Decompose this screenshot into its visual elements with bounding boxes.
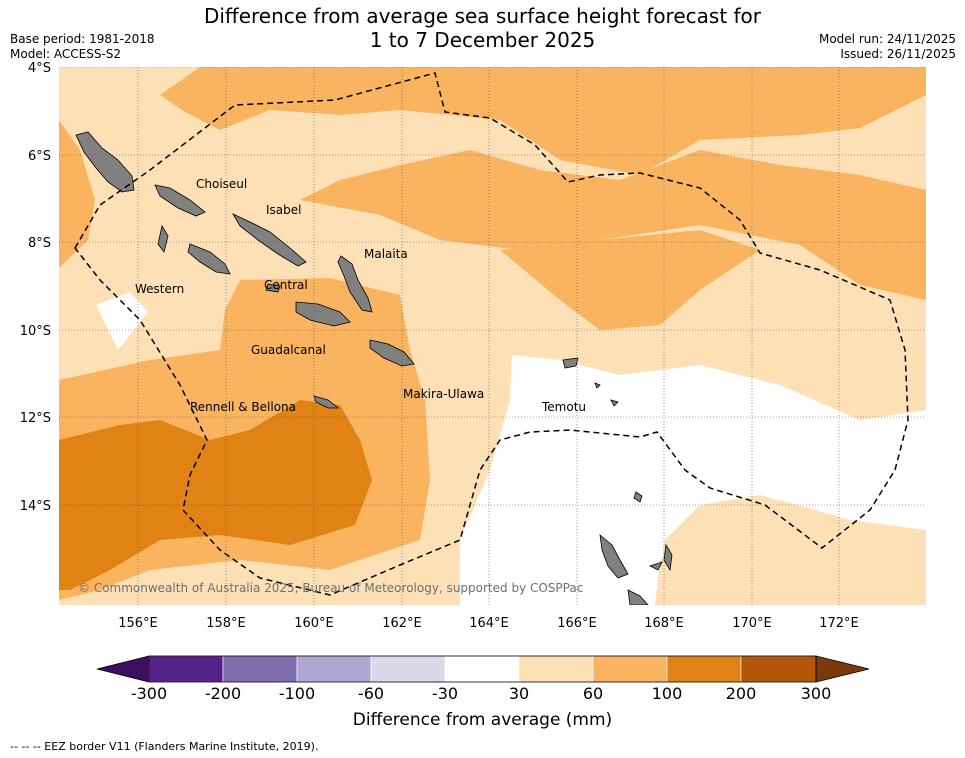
- colorbar-tick-3: -100: [279, 684, 315, 700]
- map-title: Difference from average sea surface heig…: [0, 4, 965, 52]
- island-reef: [610, 399, 619, 407]
- gridlines: [59, 67, 926, 605]
- island-vanuatu-central: [627, 589, 649, 605]
- region-choiseul: Choiseul: [196, 177, 247, 191]
- region-makira-ulawa: Makira-Ulawa: [403, 387, 484, 401]
- colorbar-segment-6: [518, 655, 594, 683]
- colorbar-tick-7: 60: [583, 684, 603, 700]
- lon-label-164e: 164°E: [469, 616, 509, 631]
- map-figure: Choiseul Isabel Malaita Western Central …: [20, 61, 926, 700]
- sla-band-30-60-southeast: [655, 495, 835, 605]
- sla-band-near-zero-east: [460, 355, 926, 605]
- island-malaita: [337, 255, 373, 313]
- colorbar-outline: [148, 655, 817, 683]
- island-new-georgia: [187, 243, 231, 275]
- colorbar-segment-5: [444, 655, 520, 683]
- eez-border: [74, 72, 909, 596]
- lon-label-170e: 170°E: [732, 616, 772, 631]
- region-central: Central: [264, 278, 308, 292]
- sla-band-60-100-west: [59, 120, 95, 268]
- island-vella-lavella: [157, 224, 169, 253]
- island-vanuatu-north: [599, 534, 629, 579]
- lat-label-4s: 4°S: [28, 61, 51, 76]
- colorbar-tick-9: 200: [726, 684, 757, 700]
- colorbar-segment-7: [592, 655, 668, 683]
- region-malaita: Malaita: [364, 247, 408, 261]
- lat-label-10s: 10°S: [20, 324, 51, 339]
- copyright-notice: © Commonwealth of Australia 2025, Bureau…: [78, 581, 583, 595]
- colorbar-ticks: -300 -200 -100 -60 -30 30 60 100 200 300: [131, 684, 831, 700]
- lon-label-160e: 160°E: [294, 616, 334, 631]
- sla-band-60-100-lobe: [500, 230, 760, 330]
- base-period: Base period: 1981-2018: [10, 32, 155, 46]
- colorbar-extend-left: [96, 655, 150, 683]
- sla-band-60-100-central: [300, 150, 926, 300]
- model-name: Model: ACCESS-S2: [10, 47, 122, 61]
- colorbar-title: Difference from average (mm): [352, 710, 613, 730]
- lon-label-172e: 172°E: [819, 616, 859, 631]
- colorbar-segment-9: [740, 655, 817, 683]
- island-western-north: [75, 131, 135, 193]
- meta-left: Base period: 1981-2018 Model: ACCESS-S2: [10, 32, 155, 62]
- colorbar-tick-2: -200: [205, 684, 241, 700]
- island-guadalcanal: [295, 301, 351, 327]
- lat-label-6s: 6°S: [28, 149, 51, 164]
- lat-label-12s: 12°S: [20, 411, 51, 426]
- lon-label-156e: 156°E: [118, 616, 158, 631]
- lat-label-8s: 8°S: [28, 236, 51, 251]
- lon-label-158e: 158°E: [206, 616, 246, 631]
- island-makira: [369, 339, 415, 367]
- colorbar-segment-4: [370, 655, 446, 683]
- longitude-labels: 156°E 158°E 160°E 162°E 164°E 166°E 168°…: [118, 616, 859, 631]
- title-line-1: Difference from average sea surface heig…: [203, 4, 762, 28]
- island-central: [265, 283, 281, 293]
- sla-band-60-100-north: [160, 67, 926, 175]
- eez-footnote: -- -- -- EEZ border V11 (Flanders Marine…: [10, 740, 319, 753]
- colorbar-tick-6: 30: [509, 684, 529, 700]
- region-temotu: Temotu: [541, 400, 586, 414]
- island-vanuatu-small: [648, 561, 663, 571]
- lon-label-166e: 166°E: [557, 616, 597, 631]
- island-santa-cruz: [562, 357, 579, 369]
- model-run: Model run: 24/11/2025: [818, 32, 956, 46]
- colorbar-segment-8: [666, 655, 742, 683]
- sla-band-100-200: [59, 400, 372, 590]
- lon-label-168e: 168°E: [644, 616, 684, 631]
- lon-label-162e: 162°E: [382, 616, 422, 631]
- colorbar: -300 -200 -100 -60 -30 30 60 100 200 300: [96, 655, 870, 700]
- region-western: Western: [135, 282, 184, 296]
- meta-right: Model run: 24/11/2025 Issued: 26/11/2025: [819, 32, 956, 62]
- colorbar-segment-2: [222, 655, 298, 683]
- colorbar-segment-1: [148, 655, 224, 683]
- colorbar-tick-4: -60: [358, 684, 384, 700]
- map-field: Choiseul Isabel Malaita Western Central …: [59, 67, 926, 605]
- colorbar-tick-5: -30: [432, 684, 458, 700]
- islands: [75, 131, 673, 605]
- colorbar-extend-right: [815, 655, 870, 683]
- colorbar-tick-1: -300: [131, 684, 167, 700]
- colorbar-tick-10: 300: [801, 684, 832, 700]
- region-rennell-bellona: Rennell & Bellona: [190, 400, 296, 414]
- island-vanuatu-east: [663, 543, 673, 572]
- colorbar-tick-8: 100: [652, 684, 683, 700]
- region-isabel: Isabel: [266, 203, 301, 217]
- island-isabel: [232, 213, 307, 267]
- lat-label-14s: 14°S: [20, 499, 51, 514]
- issued-date: Issued: 26/11/2025: [840, 47, 956, 61]
- island-choiseul: [154, 184, 206, 217]
- island-rennell: [313, 395, 340, 409]
- region-guadalcanal: Guadalcanal: [251, 343, 326, 357]
- title-line-2: 1 to 7 December 2025: [369, 28, 596, 52]
- colorbar-segment-3: [296, 655, 372, 683]
- sla-band-near-zero-west: [96, 292, 148, 350]
- island-duff: [594, 382, 601, 389]
- island-torres: [633, 491, 643, 503]
- latitude-labels: 4°S 6°S 8°S 10°S 12°S 14°S: [20, 61, 51, 514]
